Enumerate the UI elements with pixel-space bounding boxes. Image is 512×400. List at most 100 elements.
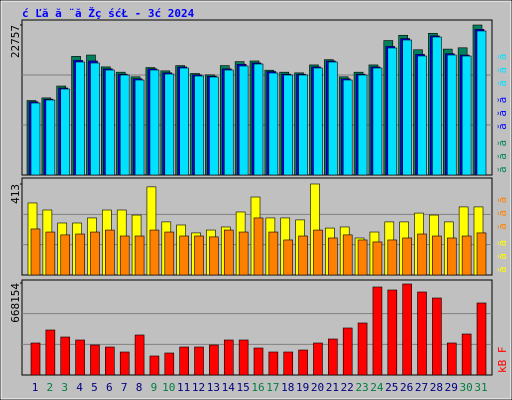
bar [238, 231, 249, 276]
bar [417, 233, 427, 276]
bar [253, 63, 264, 176]
bar [432, 36, 442, 176]
bar [402, 283, 412, 376]
bar [253, 217, 264, 276]
bar [372, 67, 383, 176]
bar [268, 72, 279, 176]
bar [372, 286, 383, 376]
bar [105, 229, 115, 276]
bar [372, 241, 383, 276]
bar [432, 297, 442, 376]
y-tick-label: 668154 [9, 283, 22, 323]
x-tick-label: 19 [296, 381, 309, 394]
bar [223, 339, 234, 376]
x-tick-label: 4 [76, 381, 83, 394]
x-tick-label: 23 [355, 381, 368, 394]
x-tick-label: 24 [370, 381, 384, 394]
bar [342, 79, 353, 176]
x-tick-label: 1 [32, 381, 39, 394]
bar [90, 231, 100, 276]
bar [60, 88, 71, 176]
bar [105, 69, 115, 176]
bar [313, 229, 323, 276]
bar [342, 327, 353, 376]
bar [402, 39, 412, 176]
bar [149, 229, 160, 276]
bar [30, 342, 41, 376]
bar [194, 346, 204, 376]
bar [164, 231, 175, 276]
bar [164, 352, 175, 376]
bar [45, 231, 56, 276]
x-tick-label: 18 [281, 381, 294, 394]
x-tick-label: 22 [341, 381, 354, 394]
x-tick-label: 7 [121, 381, 128, 394]
bar [90, 62, 100, 176]
y-tick-label: 413 [9, 184, 22, 204]
bar [298, 349, 308, 376]
x-tick-label: 31 [474, 381, 487, 394]
bar [119, 74, 130, 176]
bar [417, 55, 427, 176]
bar [253, 347, 264, 376]
bar [223, 69, 234, 176]
bar [402, 237, 412, 276]
x-tick-label: 15 [237, 381, 250, 394]
x-tick-label: 26 [400, 381, 413, 394]
bar [283, 239, 294, 276]
bar [387, 289, 398, 376]
bar [60, 234, 71, 276]
x-tick-label: 27 [415, 381, 428, 394]
bar [461, 55, 472, 176]
bar [298, 74, 308, 176]
x-tick-label: 10 [162, 381, 175, 394]
bar [209, 236, 219, 276]
bar [149, 355, 160, 376]
bar [298, 235, 308, 276]
bar [30, 102, 41, 176]
bar [209, 76, 219, 176]
bar [446, 342, 457, 376]
bar [357, 322, 368, 376]
bar [30, 228, 41, 276]
x-tick-label: 5 [91, 381, 98, 394]
bar [134, 334, 145, 376]
bar [149, 69, 160, 176]
x-tick-label: 8 [136, 381, 143, 394]
bar [446, 237, 457, 276]
bar [461, 333, 472, 376]
legend-entry: ă ă ă [496, 54, 509, 87]
bar [461, 235, 472, 276]
bar [105, 346, 115, 376]
bar [179, 346, 189, 376]
x-tick-label: 21 [326, 381, 339, 394]
bar [45, 99, 56, 176]
bar [194, 75, 204, 176]
bar [283, 351, 294, 376]
legend-entry: ă ă ă [496, 240, 509, 273]
x-tick-label: 11 [177, 381, 190, 394]
bar [328, 61, 338, 176]
bar [328, 338, 338, 376]
bar [134, 79, 145, 176]
bar [90, 344, 100, 376]
x-tick-label: 17 [266, 381, 279, 394]
bar [75, 233, 85, 276]
bar [179, 235, 189, 276]
bar [75, 61, 85, 176]
bar [134, 235, 145, 276]
bar [60, 336, 71, 376]
bar [119, 235, 130, 276]
bar [45, 329, 56, 376]
bar [476, 302, 487, 376]
x-tick-label: 30 [460, 381, 473, 394]
bar [194, 235, 204, 276]
x-tick-label: 25 [385, 381, 398, 394]
bar [223, 229, 234, 276]
bar [313, 342, 323, 376]
bar [209, 344, 219, 376]
x-tick-label: 13 [207, 381, 220, 394]
legend-entry: ă ă ă [496, 197, 509, 230]
